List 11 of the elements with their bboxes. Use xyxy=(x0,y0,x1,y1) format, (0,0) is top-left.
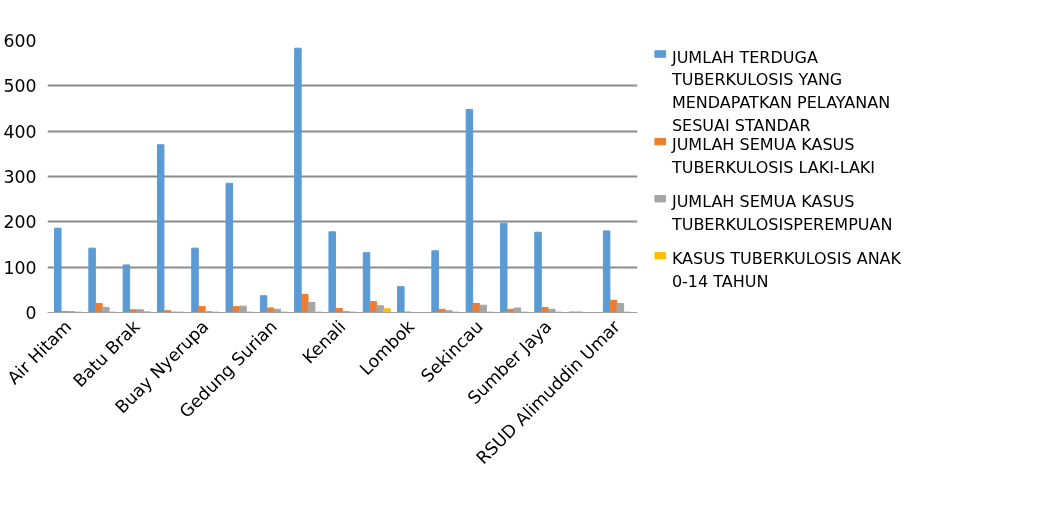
y-tick-label: 600 xyxy=(3,31,37,51)
y-tick-label: 400 xyxy=(3,121,37,142)
y-tick-label: 200 xyxy=(3,212,37,233)
legend-label: KASUS TUBERKULOSIS ANAK 0-14 TAHUN xyxy=(671,249,902,292)
legend-label: JUMLAH SEMUA KASUS TUBERKULOSISPEREMPUAN xyxy=(670,192,893,234)
legend-label: JUMLAH TERDUGA TUBERKULOSIS YANG MENDAPATKAN PELAYANAN SESUAI STANDAR xyxy=(670,47,891,135)
legend-label: JUMLAH SEMUA KASUS TUBERKULOSIS LAKI-LAKI xyxy=(670,135,876,177)
y-tick-label: 500 xyxy=(3,76,37,97)
y-tick-label: 0 xyxy=(25,303,37,323)
y-tick-label: 100 xyxy=(3,257,37,278)
y-tick-label: 300 xyxy=(3,167,37,187)
